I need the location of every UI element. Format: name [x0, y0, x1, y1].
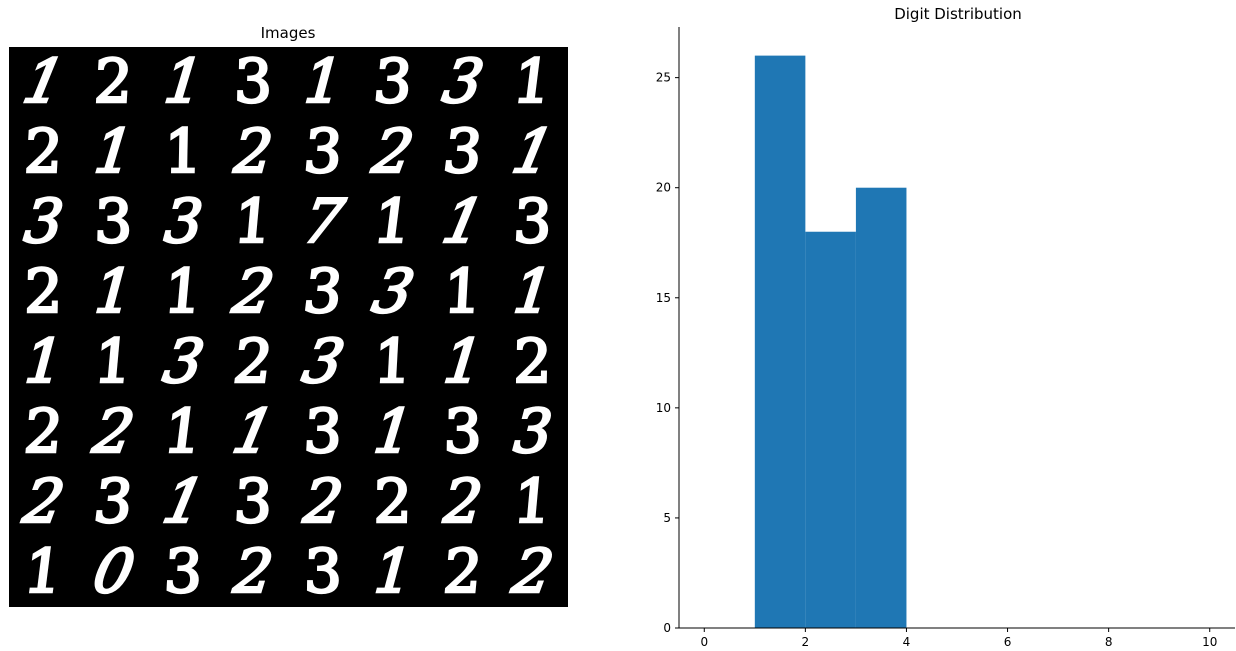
y-tick-label: 15 [656, 291, 671, 305]
digit-image: 2 [441, 467, 485, 537]
digit-image: 1 [92, 257, 135, 327]
x-tick-label: 4 [903, 635, 911, 649]
y-tick-label: 10 [656, 401, 671, 415]
digit-image: 1 [371, 397, 417, 467]
histogram-bar [805, 231, 856, 628]
y-tick-label: 0 [663, 621, 671, 635]
digit-image: 3 [301, 117, 347, 187]
digit-image: 3 [21, 187, 67, 257]
digit-image: 1 [372, 187, 415, 257]
y-tick-label: 5 [663, 511, 671, 525]
digit-image: 2 [231, 327, 275, 397]
chart-title: Digit Distribution [894, 5, 1022, 23]
digit-image: 1 [440, 327, 486, 397]
y-tick-label: 25 [656, 71, 671, 85]
digit-image: 2 [439, 537, 486, 607]
x-tick-label: 2 [802, 635, 810, 649]
digit-image: 2 [300, 467, 347, 537]
digit-image: 1 [162, 397, 205, 467]
digit-image: 1 [161, 47, 207, 117]
digit-image: 1 [22, 537, 65, 607]
digit-image: 3 [162, 187, 205, 257]
digit-image: 2 [231, 117, 275, 187]
histogram-chart: 0 5 10 15 20 25 0 2 4 6 8 10 [656, 27, 1235, 649]
digit-image: 3 [442, 117, 485, 187]
y-tick-label: 20 [656, 181, 671, 195]
digit-image: 1 [91, 117, 137, 187]
digit-image: 3 [512, 397, 555, 467]
digit-image: 1 [512, 47, 555, 117]
histogram-bars [754, 55, 907, 629]
digit-image: 1 [231, 187, 277, 257]
digit-image: 2 [230, 537, 277, 607]
x-tick-label: 10 [1202, 635, 1217, 649]
digit-image: 3 [92, 467, 135, 537]
histogram-bar [754, 55, 806, 629]
digit-image: 3 [371, 47, 417, 117]
digit-image: 1 [22, 327, 65, 397]
digit-image: 1 [372, 537, 415, 607]
y-ticks: 0 5 10 15 20 25 [656, 71, 679, 635]
digit-image: 1 [157, 468, 210, 537]
images-title: Images [261, 24, 316, 42]
digit-image: 1 [91, 327, 137, 397]
digit-image: 1 [439, 257, 487, 327]
digit-image: 2 [20, 397, 67, 467]
digit-image: 1 [302, 47, 345, 117]
x-tick-label: 0 [700, 635, 708, 649]
x-ticks: 0 2 4 6 8 10 [700, 628, 1217, 649]
histogram-bar [855, 187, 907, 628]
image-grid-background [9, 47, 568, 607]
x-tick-label: 6 [1004, 635, 1012, 649]
digit-image: 1 [161, 257, 207, 327]
digit-image: 1 [510, 467, 556, 537]
digit-image: 3 [302, 257, 345, 327]
digit-image: 1 [510, 257, 556, 327]
x-tick-label: 8 [1105, 635, 1113, 649]
